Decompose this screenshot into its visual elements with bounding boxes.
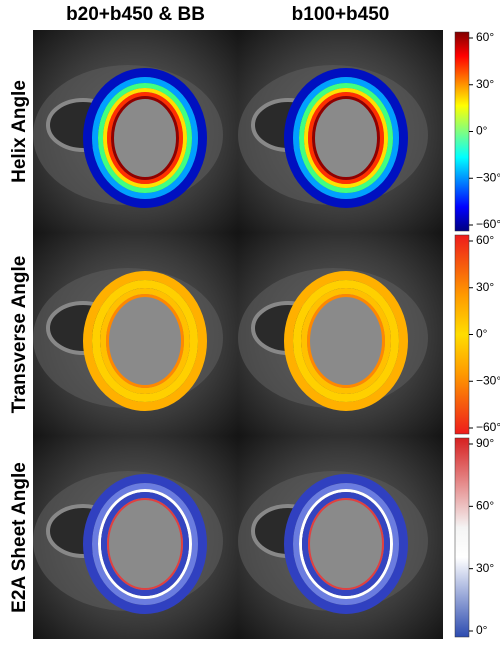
myocardium-ring	[92, 77, 198, 199]
colorbar	[454, 31, 470, 232]
myocardium-ring	[103, 88, 187, 188]
myocardium-ring	[301, 288, 391, 394]
myocardium-ring	[92, 483, 198, 605]
myocardium-ring	[293, 77, 399, 199]
lumen	[103, 88, 187, 188]
lumen	[304, 291, 388, 391]
myocardium-ring	[107, 498, 183, 590]
colorbar-tick-label: 90°	[476, 436, 494, 450]
colorbar-tick-label: 0°	[476, 124, 488, 138]
myocardium-ring	[98, 83, 192, 193]
image-panel	[238, 436, 443, 639]
image-panel	[33, 30, 238, 233]
image-panel	[33, 233, 238, 436]
myocardium-ring	[106, 294, 184, 388]
lumen	[304, 494, 388, 594]
lumen	[103, 291, 187, 391]
colorbar	[454, 234, 470, 435]
lumen	[304, 88, 388, 188]
myocardium-ring	[83, 68, 207, 208]
myocardium-ring	[302, 492, 390, 596]
colorbar	[454, 437, 470, 638]
myocardium-ring	[293, 483, 399, 605]
myocardium-ring	[111, 96, 179, 180]
myocardium-ring	[284, 271, 408, 411]
myocardium-ring	[304, 88, 388, 188]
colorbar-tick-label: 30°	[476, 280, 494, 294]
colorbar-tick-label: −60°	[476, 217, 500, 231]
myocardium-ring	[101, 492, 189, 596]
myocardium-ring	[307, 294, 385, 388]
colorbar-tick-label: 30°	[476, 561, 494, 575]
colorbar-tick-label: −60°	[476, 420, 500, 434]
image-panel	[238, 30, 443, 233]
image-panel	[238, 233, 443, 436]
myocardium-ring	[284, 68, 408, 208]
colorbar-tick-label: 60°	[476, 30, 494, 44]
colorbar-tick-label: 30°	[476, 77, 494, 91]
myocardium-ring	[308, 92, 384, 184]
lumen	[103, 494, 187, 594]
myocardium-ring	[83, 474, 207, 614]
colorbar-tick-label: 0°	[476, 623, 488, 637]
colorbar-tick-label: 0°	[476, 327, 488, 341]
colorbar-tick-label: 60°	[476, 499, 494, 513]
myocardium-ring	[299, 83, 393, 193]
row-label: E2A Sheet Angle	[9, 462, 30, 613]
myocardium-ring	[98, 489, 192, 599]
colorbar-tick-label: −30°	[476, 170, 500, 184]
myocardium-ring	[92, 280, 198, 402]
image-panel	[33, 436, 238, 639]
myocardium-ring	[284, 474, 408, 614]
row-label: Helix Angle	[9, 80, 30, 183]
myocardium-ring	[100, 288, 190, 394]
column-header: b20+b450 & BB	[66, 4, 205, 25]
colorbar-tick-label: −30°	[476, 373, 500, 387]
colorbar-tick-label: 60°	[476, 233, 494, 247]
myocardium-ring	[308, 498, 384, 590]
myocardium-ring	[312, 96, 380, 180]
column-header: b100+b450	[292, 4, 390, 25]
myocardium-ring	[107, 92, 183, 184]
row-label: Transverse Angle	[9, 256, 30, 414]
myocardium-ring	[293, 280, 399, 402]
myocardium-ring	[83, 271, 207, 411]
myocardium-ring	[299, 489, 393, 599]
